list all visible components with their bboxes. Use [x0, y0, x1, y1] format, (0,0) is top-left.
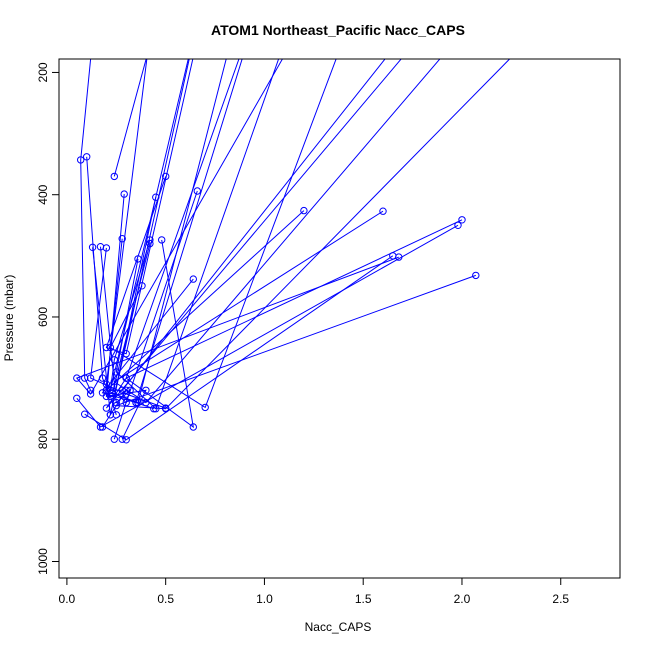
data-point [122, 374, 130, 382]
data-point [122, 398, 130, 407]
data-point [102, 404, 111, 412]
data-point [73, 374, 81, 382]
data-point [110, 435, 119, 443]
x-tick-label: 1.0 [256, 592, 273, 606]
series-line [75, 59, 399, 395]
data-point [77, 156, 85, 164]
data-point [132, 398, 140, 407]
data-point [118, 235, 126, 243]
data-point [102, 386, 111, 394]
data-point [126, 386, 134, 394]
series-line [80, 59, 92, 391]
data-point [110, 172, 119, 181]
y-axis: 200 400 600 800 1000 [36, 62, 59, 575]
plot-frame [58, 58, 621, 579]
data-point [138, 282, 146, 290]
x-axis-label: Nacc_CAPS [305, 620, 372, 634]
data-point [158, 236, 166, 244]
data-point [458, 216, 466, 224]
data-point [120, 190, 128, 198]
series-line [105, 59, 463, 409]
series-line [113, 59, 441, 404]
series-line [125, 59, 240, 429]
data-point [106, 343, 115, 352]
data-point [146, 236, 154, 244]
data-point [102, 343, 111, 352]
series-layer [75, 59, 511, 441]
x-tick-label: 2.5 [552, 592, 569, 606]
data-point [142, 386, 150, 394]
series-line [109, 59, 190, 415]
data-point [96, 423, 105, 431]
data-point [98, 374, 107, 382]
data-point [122, 436, 130, 444]
x-axis: 0.0 0.5 1.0 1.5 2.0 2.5 [59, 578, 569, 606]
y-tick-label: 400 [36, 184, 50, 204]
data-point [81, 410, 89, 418]
data-point [122, 350, 130, 358]
data-point [122, 390, 130, 398]
series-line [84, 255, 394, 441]
data-point [86, 390, 95, 398]
data-point [86, 374, 95, 382]
data-point [162, 172, 170, 181]
data-point [134, 398, 142, 407]
data-point [300, 206, 308, 215]
x-tick-label: 0.0 [59, 592, 76, 606]
points-layer [73, 153, 480, 444]
data-point [112, 398, 121, 407]
y-tick-label: 800 [36, 429, 50, 449]
data-point [102, 244, 111, 252]
y-tick-label: 600 [36, 307, 50, 327]
data-point [379, 207, 387, 215]
data-point [454, 221, 462, 230]
data-point [189, 275, 198, 283]
data-point [83, 153, 91, 161]
data-point [112, 368, 121, 376]
y-tick-label: 1000 [36, 548, 50, 575]
x-tick-label: 1.5 [355, 592, 372, 606]
x-tick-label: 0.5 [157, 592, 174, 606]
data-point [110, 356, 119, 364]
data-point [98, 423, 107, 431]
data-point [118, 435, 126, 443]
series-line [113, 59, 147, 177]
data-point [73, 394, 81, 402]
series-line [101, 59, 243, 404]
series-line [111, 59, 227, 404]
series-line [109, 59, 337, 409]
data-point [86, 386, 95, 394]
data-point [472, 271, 480, 280]
data-point [146, 239, 154, 248]
data-point [152, 405, 160, 413]
data-point [88, 243, 97, 252]
data-point [112, 401, 121, 410]
chart-title: ATOM1 Northeast_Pacific Nacc_CAPS [211, 22, 465, 38]
data-point [110, 378, 119, 386]
series-line [109, 59, 189, 391]
data-point [389, 252, 397, 260]
series-line [116, 59, 511, 410]
data-point [150, 405, 158, 413]
y-tick-label: 200 [36, 62, 50, 82]
y-axis-label: Pressure (mbar) [2, 275, 16, 362]
data-point [98, 389, 107, 397]
data-point [122, 386, 130, 394]
data-point [134, 255, 142, 263]
data-point [108, 389, 117, 398]
data-point [193, 187, 202, 195]
data-point [189, 423, 198, 431]
x-tick-label: 2.0 [454, 592, 471, 606]
data-point [162, 405, 170, 413]
data-point [152, 193, 160, 201]
data-point [118, 386, 126, 394]
data-point [106, 411, 115, 419]
data-point [142, 398, 150, 407]
data-point [81, 374, 89, 382]
data-point [201, 403, 209, 412]
